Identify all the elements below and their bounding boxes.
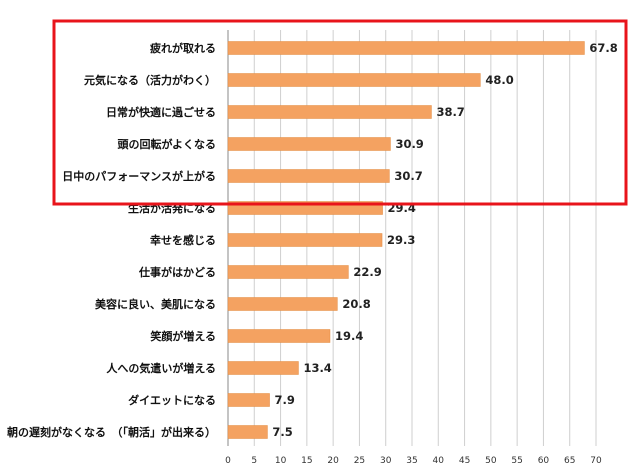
- value-label: 7.5: [272, 425, 292, 439]
- category-label: 元気になる（活力がわく）: [84, 73, 216, 87]
- bar: [227, 137, 391, 151]
- bar: [227, 361, 299, 375]
- category-label: 仕事がはかどる: [138, 265, 216, 279]
- value-label: 30.9: [395, 137, 423, 151]
- category-label: 幸せを感じる: [150, 233, 216, 247]
- category-label: 頭の回転がよくなる: [118, 137, 216, 151]
- value-label: 13.4: [303, 361, 331, 375]
- category-label: 日常が快適に過ごせる: [106, 105, 216, 119]
- x-tick-label: 65: [564, 456, 575, 466]
- x-tick-label: 35: [406, 456, 417, 466]
- value-label: 29.3: [387, 233, 415, 247]
- value-label: 38.7: [436, 105, 464, 119]
- bar: [227, 425, 268, 439]
- category-label: 朝の遅刻がなくなる （「朝活」が出来る）: [7, 425, 216, 439]
- x-tick-label: 45: [459, 456, 470, 466]
- x-tick-label: 50: [485, 456, 497, 466]
- x-tick-label: 5: [251, 456, 257, 466]
- bar: [227, 73, 481, 87]
- category-label: 笑顔が増える: [150, 329, 216, 343]
- value-label: 30.7: [394, 169, 422, 183]
- x-tick-label: 70: [590, 456, 602, 466]
- value-label: 22.9: [353, 265, 381, 279]
- value-label: 20.8: [342, 297, 370, 311]
- x-tick-label: 0: [225, 456, 231, 466]
- x-tick-label: 20: [327, 456, 339, 466]
- category-label: ダイエットになる: [128, 393, 216, 407]
- value-label: 48.0: [485, 73, 513, 87]
- value-labels: 67.848.038.730.930.729.429.322.920.819.4…: [272, 41, 617, 439]
- value-label: 67.8: [589, 41, 617, 55]
- bar: [227, 233, 383, 247]
- bar: [227, 329, 331, 343]
- bar: [227, 41, 585, 55]
- x-tick-labels: 0 5 10 15 20 25 30 35 40 45 50 55 60 65 70: [225, 456, 602, 466]
- x-tick-label: 55: [511, 456, 522, 466]
- x-tick-label: 10: [275, 456, 287, 466]
- category-label: 疲れが取れる: [150, 41, 216, 55]
- x-tick-label: 15: [301, 456, 312, 466]
- category-label: 人への気遣いが増える: [106, 361, 216, 375]
- value-label: 7.9: [275, 393, 295, 407]
- bar: [227, 297, 338, 311]
- bar: [227, 169, 390, 183]
- x-tick-label: 40: [433, 456, 445, 466]
- bar: [227, 393, 270, 407]
- x-tick-label: 30: [380, 456, 392, 466]
- highlight-box: [52, 19, 628, 206]
- x-tick-label: 60: [538, 456, 550, 466]
- bar: [227, 105, 432, 119]
- category-label: 美容に良い、美肌になる: [95, 297, 216, 311]
- x-tick-label: 25: [354, 456, 365, 466]
- category-label: 日中のパフォーマンスが上がる: [62, 169, 216, 183]
- value-label: 19.4: [335, 329, 363, 343]
- bar: [227, 265, 349, 279]
